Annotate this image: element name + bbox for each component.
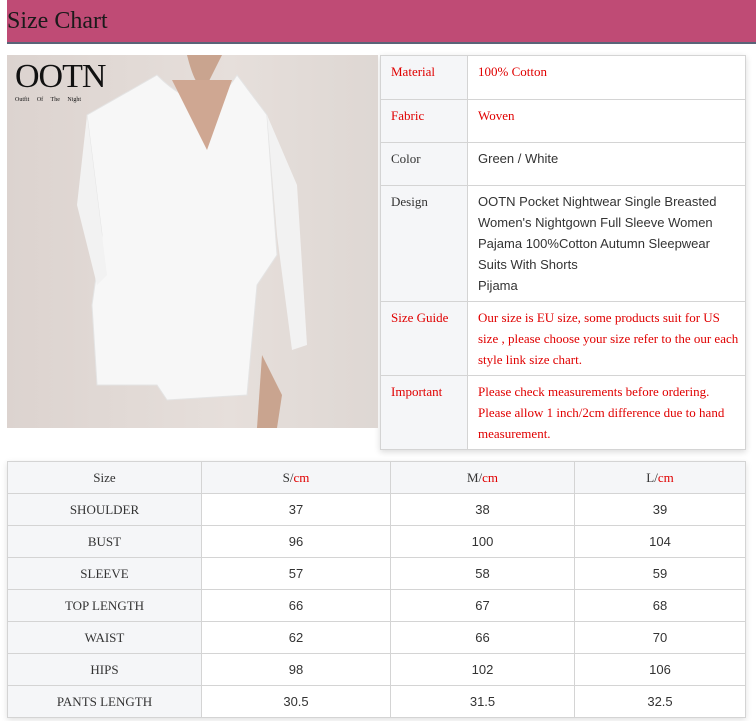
- measurement-label: BUST: [7, 525, 202, 558]
- measurement-value: 39: [574, 493, 746, 526]
- size-row: WAIST 62 66 70: [7, 621, 746, 654]
- unit-label: cm: [482, 469, 499, 485]
- size-row: TOP LENGTH 66 67 68: [7, 589, 746, 622]
- header-s-label: S/: [282, 469, 294, 485]
- page-title: Size Chart: [7, 8, 108, 34]
- info-row-material: Material 100% Cotton: [380, 55, 746, 100]
- size-table-header: Size S/cm M/cm L/cm: [7, 461, 746, 494]
- header-l: L/cm: [574, 461, 746, 494]
- info-value-cell: OOTN Pocket Nightwear Single Breasted Wo…: [467, 185, 746, 302]
- logo-text: OOTN: [15, 58, 106, 95]
- info-key: Size Guide: [380, 301, 468, 376]
- logo-tagline: Outfit Of The Night: [15, 97, 82, 103]
- brand-logo: OOTN Outfit Of The Night: [15, 58, 106, 104]
- info-key: Design: [380, 185, 468, 302]
- measurement-value: 58: [390, 557, 575, 590]
- measurement-value: 96: [201, 525, 391, 558]
- measurement-value: 100: [390, 525, 575, 558]
- measurement-value: 67: [390, 589, 575, 622]
- info-key: Material: [380, 55, 468, 100]
- info-row-fabric: Fabric Woven: [380, 99, 746, 143]
- header-size: Size: [7, 461, 202, 494]
- unit-label: cm: [293, 469, 310, 485]
- info-value: Green / White: [467, 142, 746, 186]
- info-value: OOTN Pocket Nightwear Single Breasted Wo…: [478, 194, 717, 272]
- measurement-value: 62: [201, 621, 391, 654]
- size-row: SLEEVE 57 58 59: [7, 557, 746, 590]
- info-row-design: Design OOTN Pocket Nightwear Single Brea…: [380, 185, 746, 302]
- product-info-table: Material 100% Cotton Fabric Woven Color …: [380, 55, 746, 450]
- measurement-value: 57: [201, 557, 391, 590]
- measurement-value: 68: [574, 589, 746, 622]
- info-row-color: Color Green / White: [380, 142, 746, 186]
- info-value: Woven: [467, 99, 746, 143]
- size-row: BUST 96 100 104: [7, 525, 746, 558]
- measurement-value: 66: [201, 589, 391, 622]
- measurement-value: 37: [201, 493, 391, 526]
- info-key: Important: [380, 375, 468, 450]
- header-m: M/cm: [390, 461, 575, 494]
- info-key: Fabric: [380, 99, 468, 143]
- size-row: HIPS 98 102 106: [7, 653, 746, 686]
- model-illustration: [77, 55, 307, 428]
- measurement-label: TOP LENGTH: [7, 589, 202, 622]
- size-row: PANTS LENGTH 30.5 31.5 32.5: [7, 685, 746, 718]
- measurement-label: SLEEVE: [7, 557, 202, 590]
- product-photo: OOTN Outfit Of The Night: [7, 55, 378, 428]
- measurement-label: PANTS LENGTH: [7, 685, 202, 718]
- measurement-value: 66: [390, 621, 575, 654]
- info-value: Please check measurements before orderin…: [467, 375, 746, 450]
- size-table: Size S/cm M/cm L/cm SHOULDER 37 38 39 BUST 96…: [7, 461, 746, 718]
- size-row: SHOULDER 37 38 39: [7, 493, 746, 526]
- unit-label: cm: [657, 469, 674, 485]
- measurement-value: 106: [574, 653, 746, 686]
- measurement-value: 102: [390, 653, 575, 686]
- info-value-extra: Pijama: [478, 278, 518, 293]
- measurement-value: 32.5: [574, 685, 746, 718]
- info-value: 100% Cotton: [467, 55, 746, 100]
- product-overview: OOTN Outfit Of The Night Material 100% C…: [7, 55, 746, 450]
- measurement-value: 30.5: [201, 685, 391, 718]
- main-content: OOTN Outfit Of The Night Material 100% C…: [7, 55, 746, 718]
- measurement-label: HIPS: [7, 653, 202, 686]
- header-m-label: M/: [466, 469, 483, 485]
- measurement-value: 59: [574, 557, 746, 590]
- info-value: Our size is EU size, some products suit …: [467, 301, 746, 376]
- measurement-value: 98: [201, 653, 391, 686]
- header-bar: Size Chart: [7, 0, 756, 44]
- info-key: Color: [380, 142, 468, 186]
- header-s: S/cm: [201, 461, 391, 494]
- measurement-value: 38: [390, 493, 575, 526]
- header-l-label: L/: [646, 469, 658, 485]
- measurement-value: 31.5: [390, 685, 575, 718]
- measurement-value: 104: [574, 525, 746, 558]
- measurement-label: WAIST: [7, 621, 202, 654]
- measurement-value: 70: [574, 621, 746, 654]
- info-row-size-guide: Size Guide Our size is EU size, some pro…: [380, 301, 746, 376]
- info-row-important: Important Please check measurements befo…: [380, 375, 746, 450]
- measurement-label: SHOULDER: [7, 493, 202, 526]
